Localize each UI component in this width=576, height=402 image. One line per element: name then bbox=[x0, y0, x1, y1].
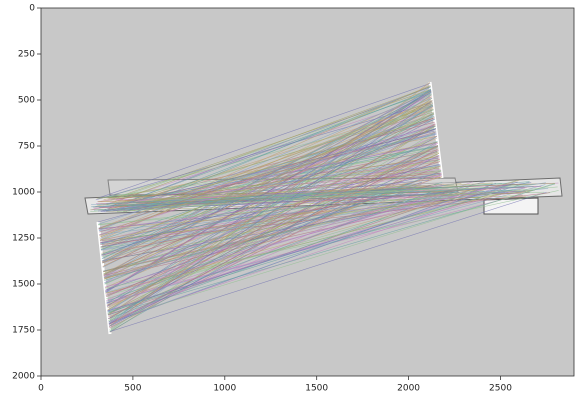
y-tick-label: 750 bbox=[18, 142, 35, 152]
y-tick-label: 1000 bbox=[12, 188, 35, 198]
x-tick-label: 2500 bbox=[489, 384, 512, 394]
page: 0 500 1000 1500 2000 2500 0 250 500 750 1000 1250 15… bbox=[0, 0, 576, 402]
y-tick-label: 0 bbox=[29, 4, 35, 14]
x-tick-label: 0 bbox=[38, 384, 44, 394]
y-tick-label: 1500 bbox=[12, 280, 35, 290]
y-tick-label: 2000 bbox=[12, 372, 35, 382]
y-tick-label: 250 bbox=[18, 50, 35, 60]
y-tick-label: 1750 bbox=[12, 326, 35, 336]
y-tick-label: 1250 bbox=[12, 234, 35, 244]
x-tick-label: 500 bbox=[124, 384, 141, 394]
x-tick-label: 2000 bbox=[397, 384, 420, 394]
x-tick-label: 1500 bbox=[305, 384, 328, 394]
object-slab bbox=[484, 198, 538, 214]
chart: 0 500 1000 1500 2000 2500 0 250 500 750 1000 1250 15… bbox=[0, 0, 576, 402]
y-tick-label: 500 bbox=[18, 96, 35, 106]
x-tick-label: 1000 bbox=[213, 384, 236, 394]
